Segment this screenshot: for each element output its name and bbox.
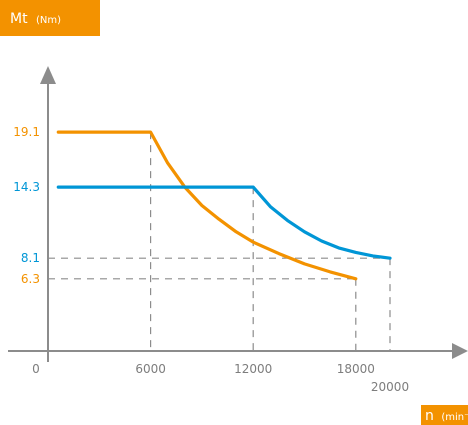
x-axis-arrow (452, 343, 468, 359)
y-badge-main: Mt (10, 11, 28, 27)
x-axis-badge: n (min⁻¹ (421, 405, 468, 425)
x-tick-label-2: 18000 (337, 362, 375, 376)
x-tick-label-0: 6000 (135, 362, 166, 376)
origin-label: 0 (32, 362, 40, 376)
y-tick-label-3: 6.3 (21, 272, 40, 286)
y-axis-badge: Mt (Nm) (0, 0, 100, 36)
x-badge-unit: (min⁻¹ (441, 412, 468, 423)
series-line-1 (56, 185, 392, 260)
y-tick-label-1: 14.3 (13, 180, 40, 194)
y-badge-unit: (Nm) (36, 15, 61, 26)
x-badge-main: n (425, 408, 434, 424)
x-tick-label-1: 12000 (234, 362, 272, 376)
axes (8, 66, 468, 362)
x-tick-label-3: 20000 (371, 380, 409, 394)
series-line-0 (56, 130, 358, 281)
y-tick-label-0: 19.1 (13, 125, 40, 139)
series-lines (56, 130, 392, 281)
guide-lines (48, 132, 391, 351)
y-tick-label-2: 8.1 (21, 251, 40, 265)
y-axis-arrow (40, 66, 56, 84)
svg-text:Mt (Nm): Mt (Nm) (10, 11, 61, 27)
tick-labels: 6000 12000 18000 20000 19.1 14.3 8.1 6.3 (13, 125, 409, 394)
svg-text:n (min⁻¹: n (min⁻¹ (425, 408, 468, 424)
